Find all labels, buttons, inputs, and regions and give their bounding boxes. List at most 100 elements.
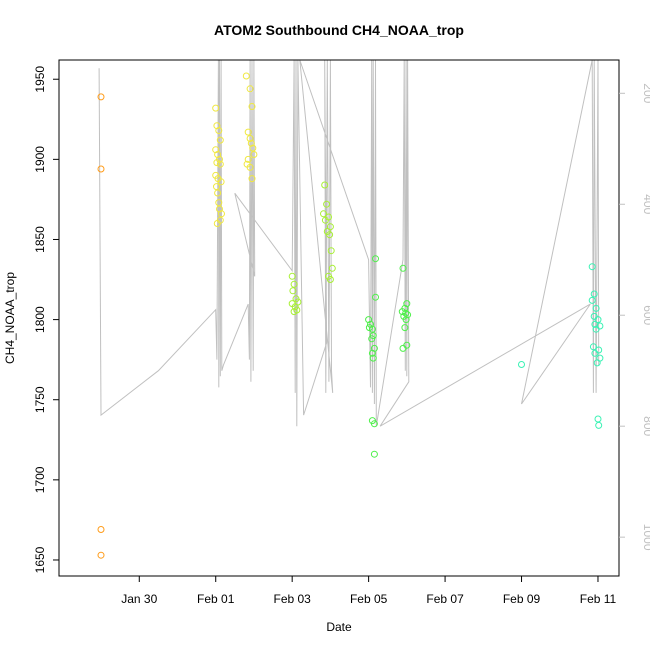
data-point bbox=[404, 311, 412, 319]
data-point bbox=[401, 324, 409, 332]
data-point bbox=[213, 122, 221, 130]
data-point bbox=[290, 308, 298, 316]
data-point bbox=[246, 135, 254, 142]
y-tick-label: 1800 bbox=[33, 306, 47, 333]
data-point bbox=[212, 104, 220, 112]
x-tick-label: Feb 11 bbox=[580, 592, 617, 606]
data-point bbox=[215, 127, 223, 134]
data-point bbox=[589, 343, 597, 351]
data-point bbox=[97, 526, 105, 533]
x-tick-label: Jan 30 bbox=[121, 592, 157, 606]
data-point bbox=[246, 163, 254, 171]
data-point bbox=[591, 320, 599, 328]
data-point bbox=[323, 200, 331, 208]
data-point bbox=[368, 349, 376, 357]
data-point bbox=[213, 159, 221, 167]
data-point bbox=[399, 344, 407, 352]
data-point bbox=[212, 146, 220, 154]
data-point bbox=[370, 450, 378, 458]
data-point bbox=[593, 359, 601, 367]
data-point bbox=[248, 175, 256, 183]
data-point bbox=[398, 308, 406, 316]
y-tick-label: 1650 bbox=[33, 546, 47, 573]
data-point bbox=[320, 210, 327, 218]
data-point bbox=[367, 320, 374, 328]
data-point bbox=[217, 178, 225, 186]
y-tick-label: 1850 bbox=[33, 226, 47, 253]
data-point bbox=[216, 136, 224, 144]
flight-track-layer bbox=[98, 59, 600, 427]
y-tick-label: 1700 bbox=[33, 466, 47, 493]
data-point bbox=[246, 85, 254, 93]
data-point bbox=[592, 325, 600, 333]
data-point bbox=[326, 231, 334, 239]
x-tick-label: Feb 03 bbox=[273, 592, 311, 606]
data-point bbox=[588, 296, 596, 304]
data-point bbox=[213, 183, 220, 191]
y-tick-label: 1950 bbox=[33, 66, 47, 93]
data-point bbox=[97, 165, 105, 173]
x-tick-label: Feb 09 bbox=[503, 592, 541, 606]
y-tick-label: 1900 bbox=[33, 146, 47, 173]
data-point bbox=[213, 220, 221, 227]
x-axis: Jan 30 Feb 01 Feb 03 Feb 05 Feb 07 Feb 09 Feb … bbox=[121, 576, 617, 606]
data-point bbox=[249, 144, 257, 152]
data-point bbox=[372, 293, 379, 301]
data-point bbox=[592, 304, 600, 312]
data-point bbox=[369, 354, 377, 362]
y-tick-label: 1750 bbox=[33, 386, 47, 413]
data-point bbox=[244, 128, 252, 136]
y-axis-label: CH4_NOAA_trop bbox=[3, 272, 17, 364]
data-point bbox=[327, 247, 335, 255]
data-point bbox=[216, 160, 224, 168]
data-point bbox=[595, 421, 603, 429]
data-point bbox=[244, 155, 252, 163]
secondary-y-tick-label: 1000 bbox=[641, 524, 650, 551]
data-point bbox=[328, 264, 336, 272]
data-point bbox=[97, 551, 105, 559]
y-axis: 1650 1700 1750 1800 1850 1900 1950 bbox=[33, 66, 59, 573]
secondary-y-tick-label: 800 bbox=[641, 416, 650, 436]
plot-frame bbox=[58, 59, 620, 577]
data-point bbox=[288, 272, 296, 280]
data-point bbox=[247, 139, 255, 147]
data-point bbox=[399, 264, 407, 272]
data-point bbox=[248, 103, 256, 110]
data-point bbox=[250, 151, 258, 158]
data-point bbox=[594, 415, 602, 423]
data-point bbox=[372, 255, 379, 263]
secondary-y-tick-label: 400 bbox=[641, 194, 650, 214]
data-point bbox=[365, 316, 373, 324]
data-point bbox=[368, 335, 376, 343]
secondary-y-tick-label: 600 bbox=[641, 305, 650, 325]
data-point bbox=[242, 72, 250, 80]
scatter-points-layer bbox=[97, 72, 604, 559]
data-point bbox=[402, 316, 410, 324]
data-point bbox=[369, 332, 377, 340]
data-point bbox=[326, 223, 334, 231]
secondary-y-axis: 200 400 600 800 1000 bbox=[619, 83, 650, 551]
data-point bbox=[321, 181, 329, 189]
data-point bbox=[326, 276, 334, 283]
x-tick-label: Feb 01 bbox=[197, 592, 235, 606]
data-point bbox=[214, 189, 222, 197]
x-axis-label: Date bbox=[326, 620, 352, 634]
flight-track-line bbox=[98, 59, 600, 427]
data-point bbox=[590, 290, 598, 298]
secondary-y-tick-label: 200 bbox=[641, 83, 650, 103]
data-point bbox=[588, 263, 596, 271]
x-tick-label: Feb 05 bbox=[350, 592, 388, 606]
data-point bbox=[594, 316, 602, 324]
x-tick-label: Feb 07 bbox=[426, 592, 464, 606]
data-point bbox=[518, 361, 525, 368]
data-point bbox=[218, 210, 225, 218]
data-point bbox=[321, 216, 329, 224]
chart-title: ATOM2 Southbound CH4_NOAA_trop bbox=[214, 22, 464, 38]
data-point bbox=[370, 420, 378, 428]
data-point bbox=[403, 300, 411, 308]
data-point bbox=[289, 287, 297, 295]
data-point bbox=[97, 93, 105, 101]
data-point bbox=[591, 349, 599, 357]
data-point bbox=[290, 280, 298, 288]
